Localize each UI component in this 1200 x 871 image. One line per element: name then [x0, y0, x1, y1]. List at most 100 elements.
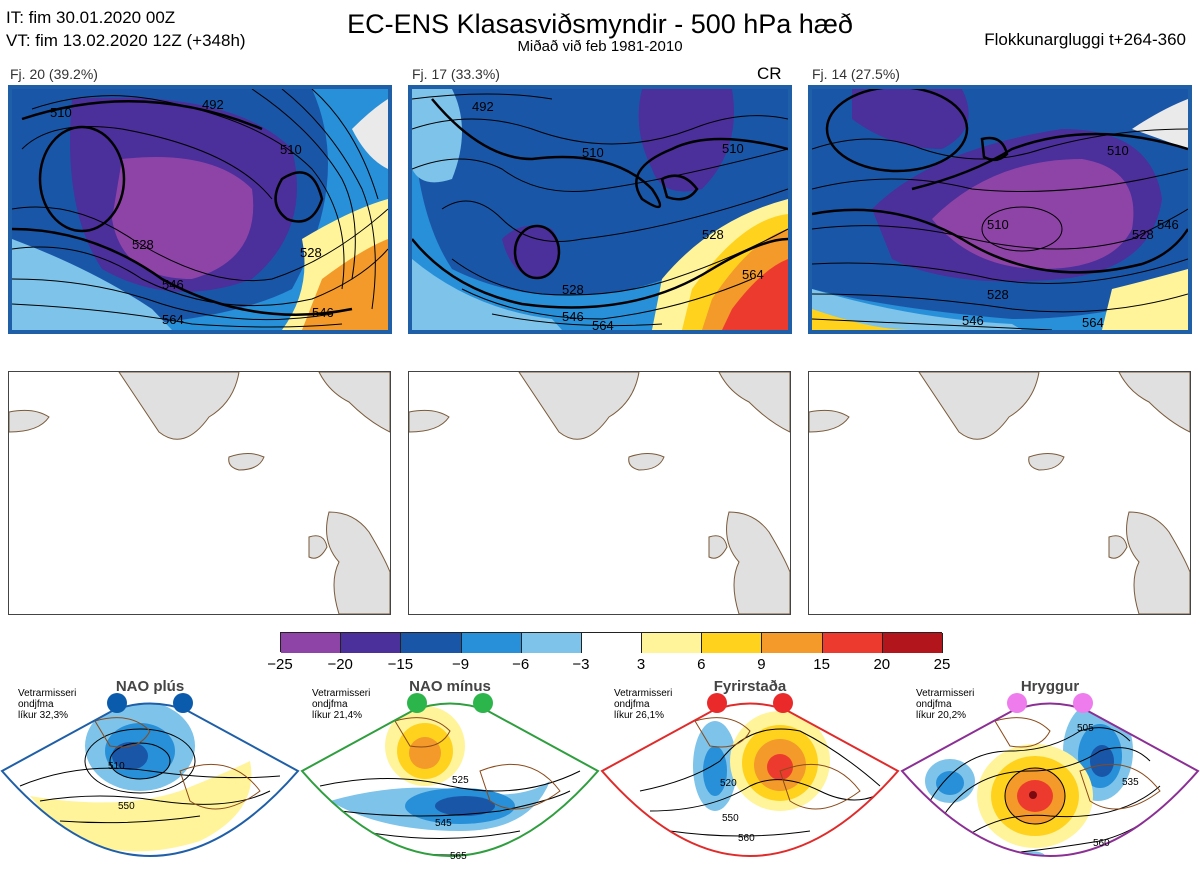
colorbar-tick-label: 6: [697, 656, 706, 673]
cluster-3-contour-label: 546: [1157, 217, 1179, 232]
regime-contour-label: 560: [1093, 838, 1110, 849]
cluster-1-field: 492 510 528 546 564 510 528 546: [12, 89, 388, 330]
regime-name: Fyrirstaða: [713, 678, 787, 695]
cluster-2-map: 492 510 510 528 546 564 564 528: [408, 85, 792, 334]
colorbar-tick-label: 25: [933, 656, 951, 673]
cluster-2-contour-label: 510: [582, 145, 604, 160]
cluster-1-contour-label: 492: [202, 97, 224, 112]
cluster-3-label: Fj. 14 (27.5%): [812, 66, 900, 82]
colorbar-swatch: [581, 633, 643, 653]
cluster-2-label: Fj. 17 (33.3%): [412, 66, 500, 82]
cluster-3-contour-label: 546: [962, 313, 984, 328]
cluster-3-contour-label: 528: [987, 287, 1009, 302]
cluster-1-contour-label: 510: [50, 105, 72, 120]
cluster-3-contour-label: 510: [987, 217, 1009, 232]
regime-marker-dot: [773, 693, 793, 713]
cluster-3-map: 510 510 528 546 564 528 546: [808, 85, 1192, 334]
cluster-1-contour-label: 546: [312, 305, 334, 320]
regime-marker-dot: [473, 693, 493, 713]
regime-info: Vetrarmisseri ondjfma líkur 32,3%: [18, 688, 77, 721]
colorbar-tick-label: −20: [327, 656, 353, 673]
colorbar-tick-label: 20: [873, 656, 891, 673]
regime-contour-label: 505: [1077, 723, 1094, 734]
regime-nao-minus-map: 525 545 565: [300, 693, 600, 862]
regime-marker-dot: [1007, 693, 1027, 713]
anomaly-map-3-land: [809, 372, 1190, 614]
colorbar-swatch: [341, 633, 402, 653]
anomaly-map-2: [408, 371, 791, 615]
colorbar-tick-label: −25: [267, 656, 293, 673]
cluster-2-contour-label: 564: [742, 267, 764, 282]
regime-ridge: Hryggur Vetrarmisseri ondjfma líkur 20,2…: [900, 676, 1200, 871]
cluster-3-contour-label: 510: [1107, 143, 1129, 158]
regime-info: Vetrarmisseri ondjfma líkur 20,2%: [916, 688, 975, 721]
regime-ridge-map: 505 535 560: [900, 693, 1200, 857]
cluster-2-contour-label: 528: [702, 227, 724, 242]
regime-contour-label: 550: [722, 813, 739, 824]
regime-nao-minus: NAO mínus Vetrarmisseri ondjfma líkur 21…: [300, 676, 600, 871]
cluster-2-contour-label: 492: [472, 99, 494, 114]
colorbar-tick-label: 3: [636, 656, 646, 673]
cluster-window: Flokkunargluggi t+264-360: [984, 30, 1186, 49]
cluster-3-contour-label: 528: [1132, 227, 1154, 242]
cluster-2-contour-label: 546: [562, 309, 584, 324]
regime-frame: [0, 702, 300, 857]
colorbar-tick-label: −3: [572, 656, 590, 673]
regime-contour-label: 550: [118, 801, 135, 812]
cluster-1-contour-label: 510: [280, 142, 302, 157]
regime-contour-label: 560: [738, 833, 755, 844]
page-title: EC-ENS Klasasviðsmyndir - 500 hPa hæð: [347, 9, 853, 39]
regime-nao-plus-map: 510 550: [0, 693, 300, 857]
anomaly-map-2-land: [409, 372, 790, 614]
regime-contour-label: 510: [108, 761, 125, 772]
cluster-2-badge: CR: [757, 64, 782, 83]
colorbar-ticks: −25 −20 −15 −9 −6 −3 3 6 9 15 20 25: [267, 632, 950, 676]
colorbar: −25 −20 −15 −9 −6 −3 3 6 9 15 20 25: [267, 632, 950, 676]
anomaly-map-3: [808, 371, 1191, 615]
cluster-1-label: Fj. 20 (39.2%): [10, 66, 98, 82]
cluster-1-contour-label: 546: [162, 277, 184, 292]
cluster-1-contour-label: 528: [300, 245, 322, 260]
anomaly-map-1: [8, 371, 391, 615]
cluster-2-field: 492 510 510 528 546 564 564 528: [412, 89, 788, 330]
cluster-2-contour-label: 528: [562, 282, 584, 297]
regime-name: NAO mínus: [409, 678, 491, 695]
colorbar-swatch: [762, 633, 823, 653]
cluster-2-contour-label: 510: [722, 141, 744, 156]
regime-contour-label: 535: [1122, 777, 1139, 788]
colorbar-scale: [280, 632, 943, 653]
colorbar-swatch: [822, 633, 883, 653]
colorbar-swatch: [521, 633, 582, 653]
cluster-1-map: 492 510 528 546 564 510 528 546: [8, 85, 392, 334]
regime-marker-dot: [107, 693, 127, 713]
cluster-1-contour-label: 564: [162, 312, 184, 327]
valid-time: VT: fim 13.02.2020 12Z (+348h): [6, 31, 246, 50]
regime-name: Hryggur: [1020, 678, 1080, 695]
regime-frame: [600, 702, 900, 857]
colorbar-swatch: [281, 633, 342, 653]
colorbar-tick-label: −9: [451, 656, 470, 673]
colorbar-tick-label: 15: [813, 656, 830, 673]
regime-marker-dot: [707, 693, 727, 713]
colorbar-swatch: [401, 633, 462, 653]
regime-frame: [900, 702, 1200, 857]
regime-info: Vetrarmisseri ondjfma líkur 26,1%: [614, 688, 673, 721]
cluster-3-contour-label: 564: [1082, 315, 1104, 330]
header-info: IT: fim 30.01.2020 00Z VT: fim 13.02.202…: [6, 6, 246, 52]
regime-marker-dot: [173, 693, 193, 713]
colorbar-swatch: [882, 633, 943, 653]
colorbar-swatch: [702, 633, 763, 653]
colorbar-tick-label: −15: [387, 656, 414, 673]
regime-marker-dot: [1073, 693, 1093, 713]
cluster-3-field: 510 510 528 546 564 528 546: [812, 89, 1188, 330]
regime-contour-label: 520: [720, 778, 737, 789]
initial-time: IT: fim 30.01.2020 00Z: [6, 8, 176, 27]
regime-frame: [300, 702, 600, 857]
regime-blocking: Fyrirstaða Vetrarmisseri ondjfma líkur 2…: [600, 676, 900, 871]
colorbar-swatch: [461, 633, 522, 653]
colorbar-tick-label: −6: [512, 656, 530, 673]
regime-info: Vetrarmisseri ondjfma líkur 21,4%: [312, 688, 371, 721]
regime-blocking-map: 520 550 560: [600, 693, 900, 857]
colorbar-swatch: [642, 633, 703, 653]
cluster-1-contour-label: 528: [132, 237, 154, 252]
